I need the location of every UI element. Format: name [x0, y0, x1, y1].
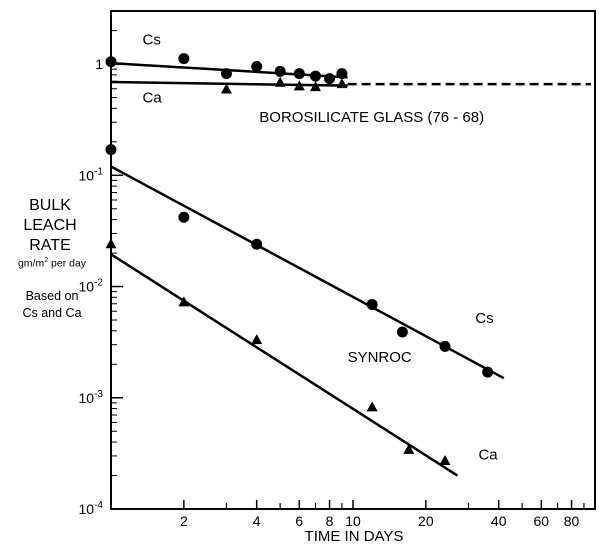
synroc-cs-point [105, 144, 117, 156]
synroc-ca-point [403, 443, 415, 454]
synroc-cs-point [251, 238, 263, 250]
y-units-sup: 2 [44, 257, 49, 264]
y-units-tail: per day [48, 257, 87, 270]
synroc-cs-point [178, 211, 190, 223]
y-tick-exponent: -1 [94, 166, 103, 177]
annotation-label: Ca [478, 446, 498, 463]
y-tick-exponent: -4 [94, 500, 103, 511]
borosilicate-cs-point [105, 56, 117, 68]
y-axis-units: gm/m2 per day [4, 257, 100, 270]
y-tick-exponent: -3 [94, 389, 103, 400]
x-tick-label: 60 [534, 513, 550, 529]
borosilicate-ca-point [310, 81, 322, 92]
borosilicate-cs-point [336, 68, 348, 80]
y-axis-label-line3: RATE [29, 237, 71, 254]
fit-line-synroc-ca [110, 253, 459, 477]
annotation-label: Cs [143, 31, 161, 48]
annotation-label: Ca [143, 90, 163, 107]
synroc-cs-point [366, 298, 378, 310]
synroc-ca-point [366, 401, 378, 412]
borosilicate-ca-point [336, 78, 348, 89]
y-axis-label-line2: LEACH [23, 217, 77, 234]
x-tick-label: 20 [418, 513, 434, 529]
y-tick-label: 10-3 [79, 389, 104, 406]
synroc-ca-point [251, 334, 263, 345]
synroc-cs-point [439, 340, 451, 352]
x-tick-label: 80 [564, 513, 580, 529]
fit-line-synroc-cs [110, 165, 505, 380]
annotations: Cs Ca BOROSILICATE GLASS (76 - 68) SYNROC Cs… [143, 31, 499, 463]
x-tick-label: 8 [326, 513, 334, 529]
synroc-ca-point [105, 238, 117, 249]
x-tick-label: 6 [295, 513, 303, 529]
borosilicate-cs-point [324, 73, 336, 85]
y-tick-label: 10-4 [79, 500, 104, 517]
x-tick-label: 2 [180, 513, 188, 529]
borosilicate-cs-point [310, 70, 322, 82]
y-tick-exponent: -2 [94, 278, 103, 289]
borosilicate-cs-point [178, 53, 190, 65]
y-tick-label: 10-1 [79, 166, 104, 183]
x-axis-label: TIME IN DAYS [305, 528, 404, 545]
x-tick-label: 4 [253, 513, 261, 529]
borosilicate-cs-point [274, 65, 286, 77]
annotation-label: SYNROC [348, 349, 412, 366]
fit-line-borosilicate-ca [110, 80, 348, 87]
annotation-label: BOROSILICATE GLASS (76 - 68) [259, 109, 484, 126]
data-points [105, 53, 494, 466]
x-tick-label: 10 [345, 513, 361, 529]
borosilicate-ca-point [274, 76, 286, 87]
borosilicate-cs-point [220, 68, 232, 80]
y-units-main: gm/m [17, 257, 45, 270]
synroc-cs-point [396, 326, 408, 338]
borosilicate-ca-point [220, 83, 232, 94]
synroc-ca-point [439, 455, 451, 466]
synroc-cs-point [482, 366, 494, 378]
borosilicate-ca-point [293, 80, 305, 91]
x-tick-label: 40 [491, 513, 507, 529]
plot-frame [110, 10, 596, 510]
annotation-label: Cs [475, 310, 493, 327]
borosilicate-cs-point [293, 68, 305, 80]
borosilicate-cs-point [251, 61, 263, 73]
y-axis-label-line1: BULK [29, 197, 71, 214]
y-axis-note-line1: Based on [25, 289, 79, 303]
y-tick-label: 1 [95, 56, 103, 72]
synroc-ca-point [178, 296, 190, 307]
y-axis-note-line2: Cs and Ca [22, 306, 82, 320]
